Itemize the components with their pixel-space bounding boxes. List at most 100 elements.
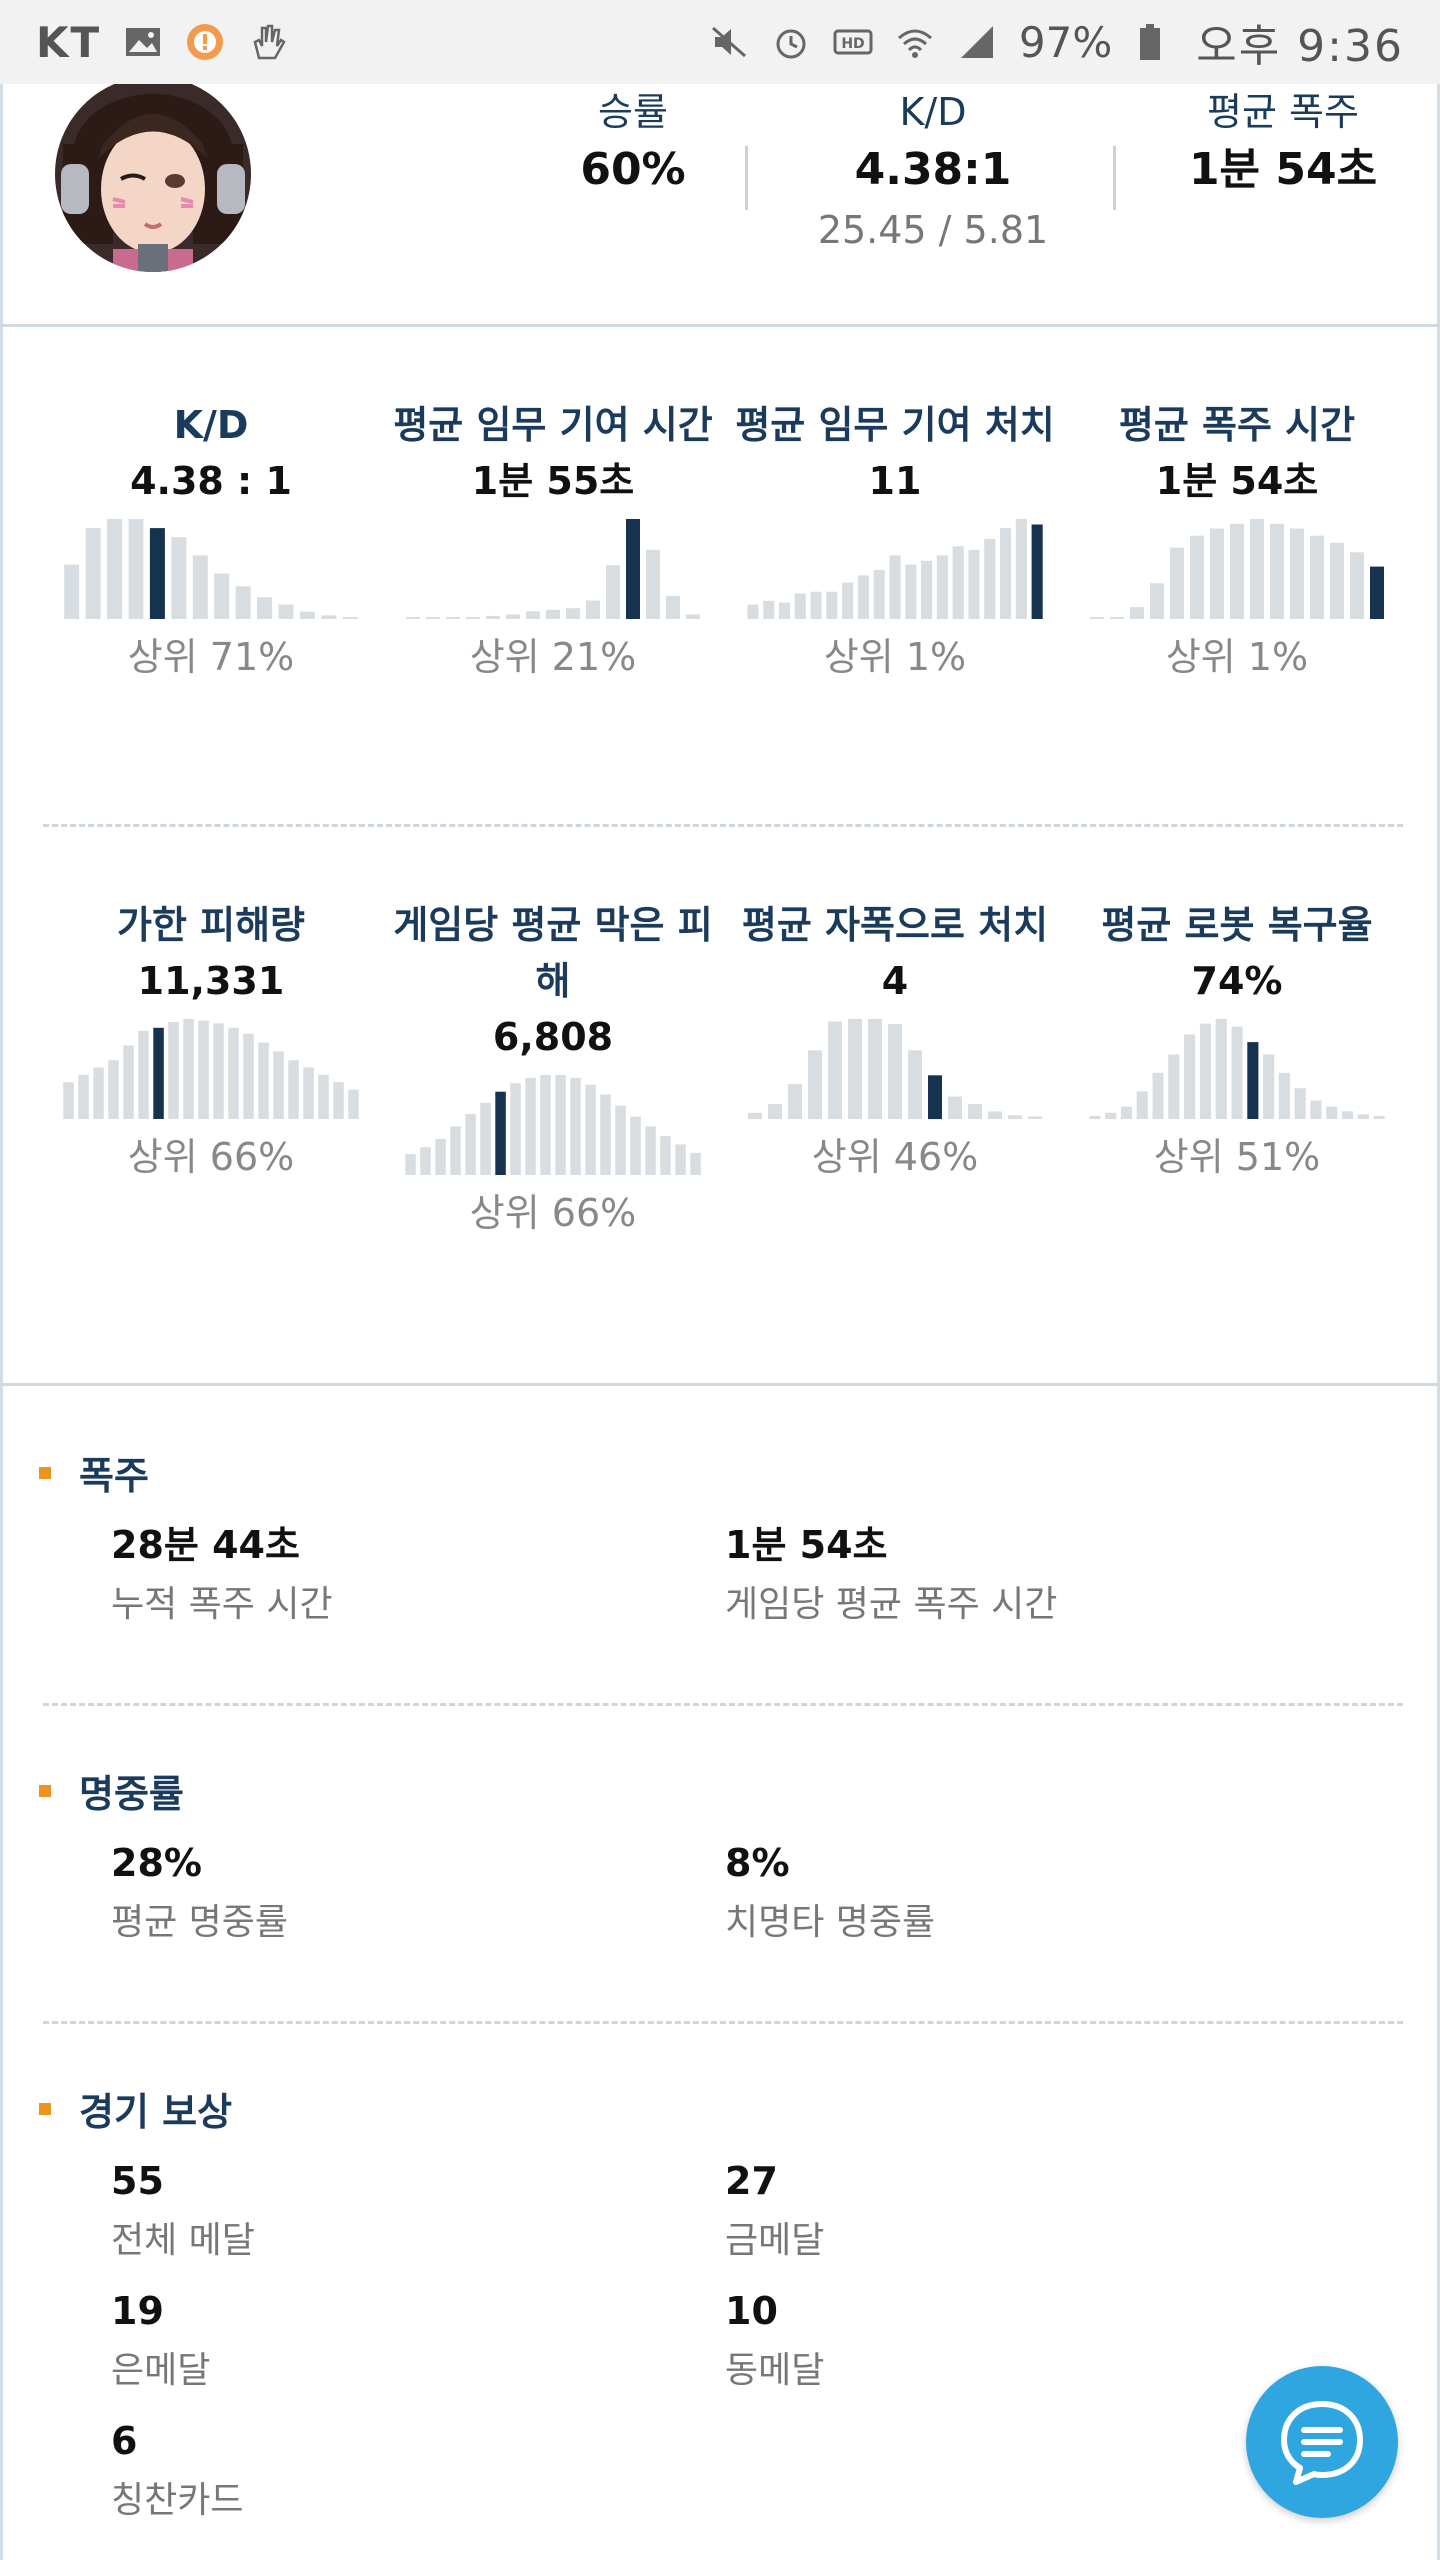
histogram-bar	[333, 1082, 344, 1119]
histogram-bar	[1190, 535, 1204, 619]
histogram-bar	[78, 1074, 89, 1119]
histogram-bar	[171, 537, 187, 619]
histogram-bar	[794, 593, 806, 619]
histogram-bar	[1326, 1106, 1338, 1119]
histogram-bar	[510, 1083, 521, 1175]
section-title: 명중률	[79, 1772, 184, 1816]
stat-value: 74%	[1191, 959, 1283, 1003]
histogram-bar	[1152, 1072, 1164, 1119]
histogram-bar	[748, 1112, 762, 1120]
histogram-bar-player	[149, 528, 165, 619]
alert-icon	[187, 24, 224, 60]
hd-icon: HD	[833, 29, 873, 55]
histogram-bar	[889, 555, 901, 619]
histogram-bar	[585, 1084, 596, 1175]
histogram-bar	[808, 1050, 822, 1120]
histogram-bar	[405, 1154, 416, 1175]
histogram-bar	[645, 1126, 656, 1175]
histogram-bar	[525, 1077, 536, 1175]
histogram-bar	[1278, 1072, 1290, 1119]
stat-histogram	[1089, 1019, 1385, 1119]
section-title: 경기 보상	[79, 2090, 233, 2134]
histogram-bar	[826, 591, 838, 619]
histogram-bar	[138, 1030, 149, 1119]
histogram-bar	[63, 1082, 74, 1119]
histogram-bar-player	[928, 1075, 942, 1120]
histogram-bar-player	[626, 519, 640, 619]
histogram-bar	[1089, 1115, 1101, 1119]
status-bar: KT HD 97% 오후 9:36	[0, 0, 1440, 84]
item-value: 28분 44초	[111, 1523, 300, 1567]
histogram-bar	[406, 617, 420, 619]
histogram-bar	[857, 575, 869, 619]
histogram-bar	[93, 1067, 104, 1119]
stat-rank: 상위 66%	[127, 1135, 295, 1179]
histogram-bar	[788, 1084, 802, 1119]
histogram-bar	[952, 546, 964, 619]
histogram-bar	[420, 1147, 431, 1175]
battery-percent: 97%	[1018, 17, 1113, 67]
histogram-bar	[426, 617, 440, 619]
histogram-bar	[128, 519, 144, 619]
battery-icon	[1140, 24, 1161, 60]
item-value: 6	[111, 2419, 138, 2463]
histogram-bar	[546, 609, 560, 619]
stat-title: 평균 자폭으로 처치	[741, 903, 1049, 947]
histogram-bar	[450, 1126, 461, 1175]
histogram-bar	[1130, 607, 1144, 619]
kd-stat: K/D 4.38:1 25.45 / 5.81	[783, 84, 1083, 260]
stat-value: 6,808	[492, 1015, 614, 1059]
chat-button[interactable]	[1246, 2366, 1398, 2518]
histogram-bar	[747, 604, 759, 619]
stat-mech-recovery: 평균 로봇 복구율 74% 상위 51%	[1067, 897, 1407, 1185]
histogram-bar	[506, 614, 520, 619]
item-value: 55	[111, 2159, 164, 2203]
stat-title: 가한 피해량	[116, 903, 306, 947]
stat-item: 55 전체 메달	[111, 2151, 255, 2271]
histogram-bar	[1184, 1034, 1196, 1119]
histogram-bar	[183, 1019, 194, 1119]
histogram-bar	[1170, 547, 1184, 619]
dashed-divider	[43, 1703, 1403, 1706]
histogram-bar	[828, 1021, 842, 1119]
stat-item: 8% 치명타 명중률	[725, 1833, 935, 1953]
stat-value: 4.38 : 1	[130, 459, 292, 503]
histogram-bar	[123, 1045, 134, 1119]
histogram-bar	[1263, 1054, 1275, 1119]
histogram-bar	[630, 1116, 641, 1175]
histogram-bar	[1270, 523, 1284, 619]
stat-objective-time: 평균 임무 기여 시간 1분 55초 상위 21%	[383, 397, 723, 685]
stat-value: 4	[881, 959, 909, 1003]
histogram-bar	[342, 617, 358, 619]
stat-value: 1분 55초	[471, 459, 635, 503]
section-divider	[0, 1383, 1440, 1386]
histogram-bar	[108, 1060, 119, 1119]
divider	[1113, 146, 1116, 210]
mute-icon	[711, 26, 746, 58]
detail-sections: 폭주 28분 44초 누적 폭주 시간 1분 54초 게임당 평균 폭주 시간 …	[0, 1385, 1440, 2560]
avg-rampage-value: 1분 54초	[1188, 144, 1378, 195]
avatar[interactable]	[53, 84, 253, 274]
histogram-bar	[318, 1074, 329, 1119]
histogram-bar	[768, 1104, 782, 1119]
item-label: 은메달	[111, 2350, 211, 2391]
histogram-bar	[288, 1060, 299, 1119]
stat-damage-done: 가한 피해량 11,331 상위 66%	[41, 897, 381, 1185]
stat-title: 평균 임무 기여 시간	[393, 403, 713, 447]
histogram-bar	[107, 519, 123, 619]
stat-title: 평균 임무 기여 처치	[735, 403, 1055, 447]
histogram-bar	[1250, 519, 1264, 619]
histogram-bar	[213, 1023, 224, 1119]
histogram-bar	[480, 1102, 491, 1175]
histogram-bar	[540, 1075, 551, 1175]
histogram-bar	[868, 1019, 882, 1119]
histogram-bar	[1090, 617, 1104, 619]
histogram-bar	[1310, 535, 1324, 619]
histogram-bar	[446, 617, 460, 619]
histogram-bar	[778, 602, 790, 619]
carrier-label: KT	[36, 17, 102, 67]
histogram-bar	[235, 586, 251, 619]
stat-histogram	[63, 1019, 359, 1119]
histogram-bar	[810, 591, 822, 619]
item-label: 전체 메달	[111, 2220, 255, 2261]
